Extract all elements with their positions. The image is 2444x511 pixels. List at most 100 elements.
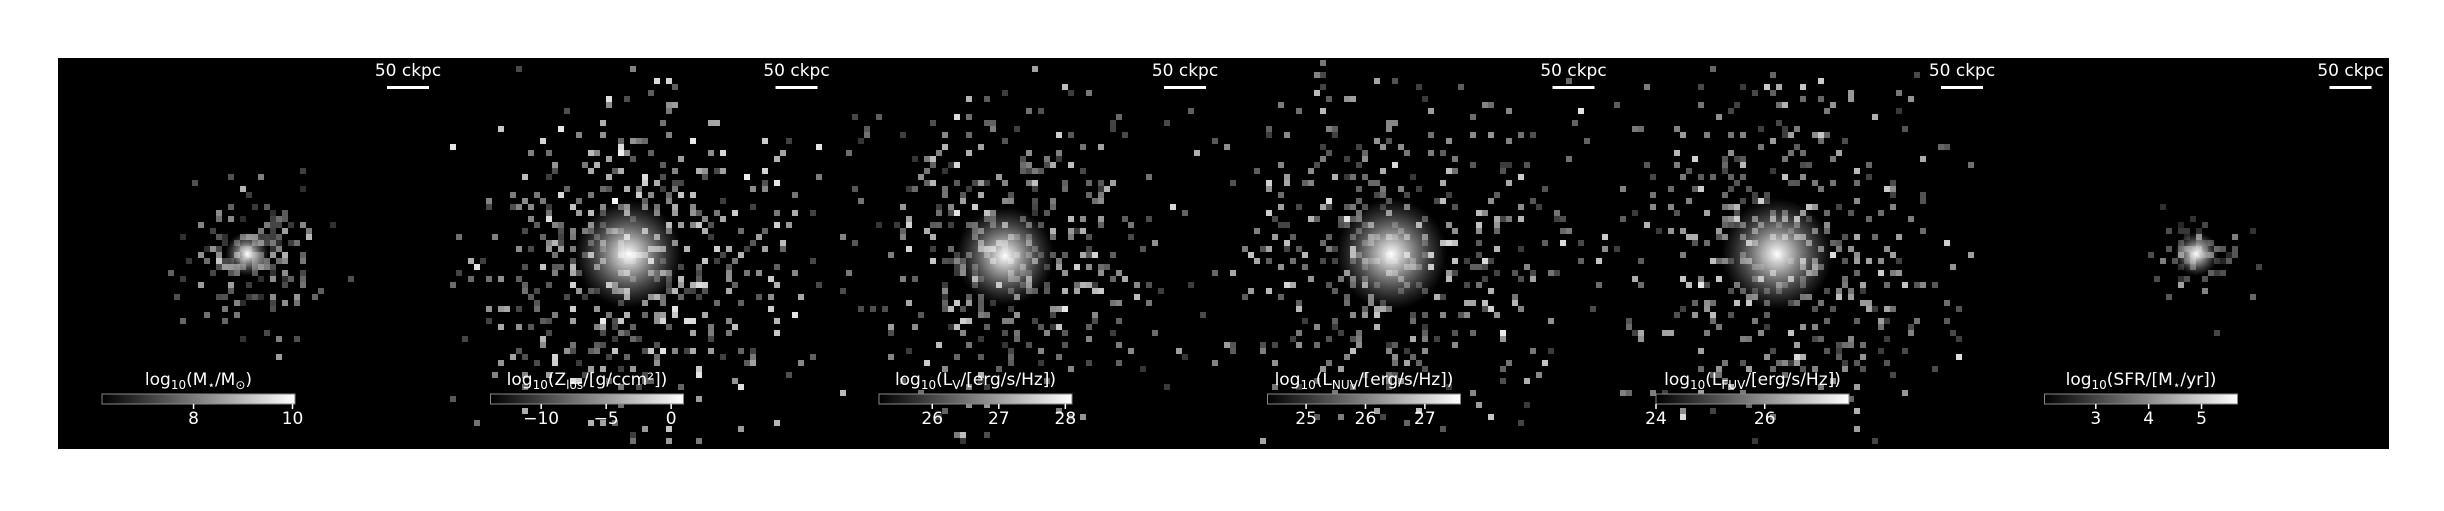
pixel: [1860, 354, 1866, 360]
pixel: [1554, 270, 1560, 276]
pixel: [222, 258, 228, 264]
pixel: [684, 288, 690, 294]
pixel: [1320, 60, 1326, 66]
pixel: [1722, 168, 1728, 174]
pixel: [1110, 300, 1116, 306]
pixel: [1692, 300, 1698, 306]
pixel: [954, 162, 960, 168]
pixel: [1854, 168, 1860, 174]
pixel: [2154, 276, 2160, 282]
pixel: [1254, 228, 1260, 234]
pixel: [1392, 78, 1398, 84]
pixel: [1512, 294, 1518, 300]
pixel: [1470, 114, 1476, 120]
pixel: [666, 198, 672, 204]
pixel: [618, 384, 624, 390]
pixel: [1518, 204, 1524, 210]
pixel: [1674, 126, 1680, 132]
pixel: [858, 198, 864, 204]
pixel: [1452, 228, 1458, 234]
pixel: [522, 288, 528, 294]
colorbar-tick-label: 10: [282, 409, 304, 429]
pixel: [1056, 258, 1062, 264]
pixel: [210, 246, 216, 252]
pixel: [1884, 336, 1890, 342]
pixel: [1920, 198, 1926, 204]
pixel: [1896, 270, 1902, 276]
pixel: [1044, 162, 1050, 168]
pixel: [1830, 306, 1836, 312]
pixel: [492, 372, 498, 378]
pixel: [516, 246, 522, 252]
pixel: [690, 282, 696, 288]
pixel: [1290, 234, 1296, 240]
pixel: [948, 210, 954, 216]
pixel: [954, 210, 960, 216]
pixel: [1794, 354, 1800, 360]
pixel: [1824, 210, 1830, 216]
pixel: [1494, 222, 1500, 228]
pixel: [1500, 216, 1506, 222]
pixel: [1314, 216, 1320, 222]
pixel: [1848, 288, 1854, 294]
pixel: [948, 324, 954, 330]
pixel: [2256, 264, 2262, 270]
pixel: [1572, 120, 1578, 126]
pixel: [894, 222, 900, 228]
pixel: [618, 330, 624, 336]
pixel: [684, 348, 690, 354]
pixel: [1110, 252, 1116, 258]
pixel: [1380, 144, 1386, 150]
pixel: [702, 216, 708, 222]
pixel: [1752, 318, 1758, 324]
pixel: [210, 270, 216, 276]
pixel: [1002, 330, 1008, 336]
pixel: [648, 150, 654, 156]
pixel: [1842, 366, 1848, 372]
pixel: [570, 270, 576, 276]
pixel: [1278, 162, 1284, 168]
pixel: [1896, 108, 1902, 114]
pixel: [1518, 132, 1524, 138]
pixel: [1824, 288, 1830, 294]
pixel: [300, 282, 306, 288]
colorbar-tick-label: 26: [921, 409, 943, 429]
pixel: [696, 276, 702, 282]
pixel: [1452, 258, 1458, 264]
pixel: [1668, 204, 1674, 210]
pixel: [540, 264, 546, 270]
pixel: [978, 192, 984, 198]
pixel: [1800, 366, 1806, 372]
pixel: [1632, 210, 1638, 216]
pixel: [888, 324, 894, 330]
pixel: [1062, 306, 1068, 312]
pixel: [546, 372, 552, 378]
pixel: [852, 240, 858, 246]
pixel: [486, 306, 492, 312]
pixel: [1266, 246, 1272, 252]
pixel: [1350, 336, 1356, 342]
pixel: [678, 222, 684, 228]
pixel: [858, 138, 864, 144]
pixel: [510, 204, 516, 210]
pixel: [1782, 174, 1788, 180]
pixel: [1698, 282, 1704, 288]
pixel: [1800, 174, 1806, 180]
pixel: [1698, 84, 1704, 90]
pixel: [252, 204, 258, 210]
pixel: [1800, 84, 1806, 90]
pixel: [738, 348, 744, 354]
pixel: [906, 246, 912, 252]
pixel: [522, 198, 528, 204]
pixel: [264, 240, 270, 246]
pixel: [942, 300, 948, 306]
pixel: [1278, 192, 1284, 198]
colorbar-tick-label: 3: [2090, 409, 2101, 429]
pixel: [1080, 228, 1086, 234]
pixel: [1944, 318, 1950, 324]
pixel: [1404, 150, 1410, 156]
pixel: [600, 186, 606, 192]
pixel: [1704, 306, 1710, 312]
pixel: [1836, 342, 1842, 348]
pixel: [1740, 156, 1746, 162]
